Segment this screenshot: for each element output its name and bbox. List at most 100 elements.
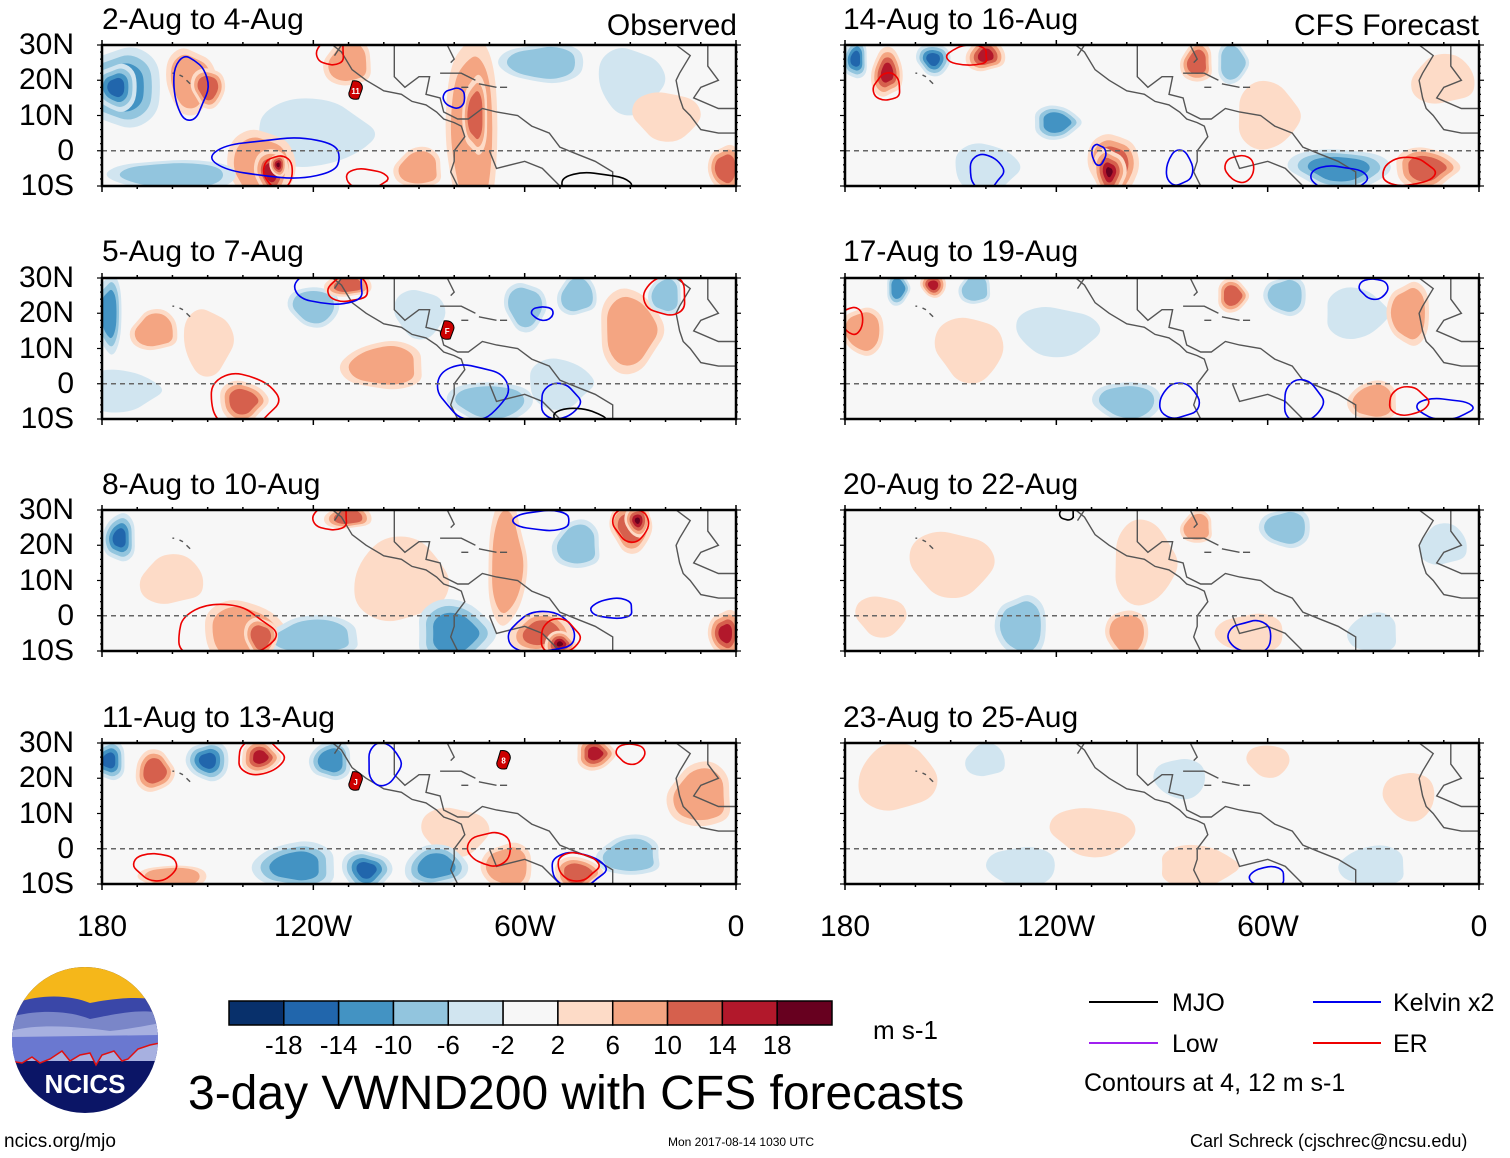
coastline <box>299 743 466 884</box>
coastline <box>1231 848 1304 884</box>
coastline <box>440 537 476 546</box>
negative-anomaly-region <box>1307 156 1370 182</box>
coastline <box>929 312 934 318</box>
coastline <box>675 45 736 134</box>
negative-anomaly-region <box>417 853 456 879</box>
map-panel-1: F <box>97 273 741 425</box>
coastline <box>1221 548 1240 553</box>
positive-anomaly-region <box>354 536 450 622</box>
contour-mjo <box>553 407 607 419</box>
positive-anomaly-region <box>492 510 524 614</box>
coastline <box>1221 316 1240 321</box>
legend-label-er: ER <box>1393 1030 1428 1058</box>
colorbar-swatch <box>557 1000 614 1026</box>
colorbar-swatch <box>447 1000 504 1026</box>
negative-anomaly-region <box>107 77 125 98</box>
positive-anomaly-region <box>1382 773 1435 822</box>
contour-kelvin <box>173 55 209 122</box>
negative-anomaly-region <box>1043 112 1072 133</box>
y-tick-label: 0 <box>57 598 74 632</box>
negative-anomaly-region <box>961 278 988 301</box>
contour-mjo <box>1058 510 1075 521</box>
coastline <box>323 278 343 289</box>
coastline <box>299 278 466 419</box>
coastline <box>1189 743 1199 762</box>
contour-er <box>557 851 600 882</box>
negative-anomaly-region <box>1327 287 1390 340</box>
coastline <box>675 510 736 599</box>
colorbar-tick-label: 2 <box>550 1030 566 1060</box>
x-tick-label-0-right: 0 <box>1470 910 1488 943</box>
tropical-cyclone-icon: F <box>439 320 455 340</box>
colorbar-swatch <box>502 1000 559 1026</box>
negative-anomaly-region <box>891 278 906 299</box>
coastline <box>299 45 466 186</box>
y-tick-label: 10S <box>20 867 74 900</box>
contour-er <box>845 306 864 336</box>
storm-label: J <box>353 778 357 787</box>
positive-anomaly-region <box>348 346 415 385</box>
x-tick-label-120w-left: 120W <box>273 910 353 943</box>
positive-anomaly-region <box>927 280 939 291</box>
colorbar-swatch <box>228 1000 285 1026</box>
coastline <box>1183 72 1219 81</box>
coastline <box>323 510 343 521</box>
coastline <box>446 45 456 64</box>
coastline <box>186 544 191 550</box>
coastline <box>1136 45 1357 186</box>
coastline <box>692 510 736 575</box>
coastline <box>1066 45 1086 56</box>
negative-anomaly-region <box>112 528 126 548</box>
coastline <box>929 79 934 85</box>
negative-anomaly-region <box>356 861 377 879</box>
storm-label: 11 <box>351 87 360 96</box>
map-panel-4 <box>840 40 1484 192</box>
y-tick-label: 20N <box>18 761 74 795</box>
colorbar-swatch <box>721 1000 778 1026</box>
map-panel-7 <box>840 738 1484 890</box>
negative-anomaly-region <box>850 50 861 67</box>
logo-text: NCICS <box>45 1069 126 1099</box>
colorbar-swatch <box>392 1000 450 1026</box>
contour-er <box>311 510 348 531</box>
positive-anomaly-region <box>183 309 234 377</box>
coastline <box>446 510 456 529</box>
coastline <box>1435 45 1479 110</box>
negative-anomaly-region <box>1264 511 1305 544</box>
legend-label-mjo: MJO <box>1172 989 1225 1017</box>
coastline <box>1136 743 1357 884</box>
negative-anomaly-region <box>102 369 163 413</box>
contour-kelvin <box>1283 378 1325 419</box>
positive-anomaly-region <box>632 92 701 142</box>
observed-header: Observed <box>606 9 737 42</box>
colorbar-tick-label: 18 <box>762 1030 792 1060</box>
coastline <box>1418 278 1479 367</box>
positive-anomaly-region <box>1183 513 1209 540</box>
coastline <box>393 45 614 186</box>
panel-title-7: 23-Aug to 25-Aug <box>843 701 1079 734</box>
contour-kelvin <box>436 364 510 419</box>
positive-anomaly-region <box>1408 155 1447 182</box>
coastline <box>393 510 614 651</box>
coastline <box>440 305 476 314</box>
positive-anomaly-region <box>485 847 527 884</box>
coastline <box>478 316 497 321</box>
colorbar-tick-label: 10 <box>653 1030 682 1060</box>
coastline <box>1066 278 1086 289</box>
legend-label-low: Low <box>1172 1030 1218 1058</box>
coastline <box>1189 510 1199 529</box>
y-tick-label: 10S <box>20 402 74 435</box>
coastline <box>440 72 476 81</box>
coastline <box>488 848 561 884</box>
site-link[interactable]: ncics.org/mjo <box>4 1131 116 1152</box>
coastline <box>929 777 934 783</box>
coastline <box>186 777 191 783</box>
ncics-logo: NCICS <box>12 967 158 1113</box>
coastline <box>488 383 561 419</box>
tropical-cyclone-icon: J <box>348 771 363 791</box>
contour-kelvin <box>1158 382 1201 419</box>
contour-er <box>1388 385 1430 417</box>
contour-kelvin <box>293 278 363 305</box>
contour-kelvin <box>1310 165 1369 186</box>
positive-anomaly-region <box>718 624 733 644</box>
